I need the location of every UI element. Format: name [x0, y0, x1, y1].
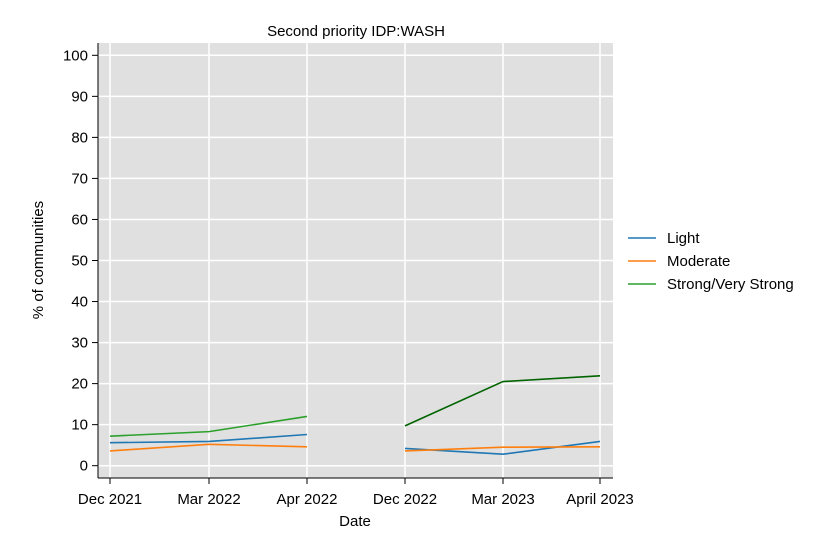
y-tick-label: 30	[71, 335, 88, 352]
series-line-light	[109, 433, 308, 444]
legend-label: Light	[667, 230, 700, 247]
x-tick-label: Dec 2022	[373, 491, 437, 508]
series-line-moderate	[404, 446, 601, 452]
x-tick-label: Apr 2022	[277, 491, 338, 508]
y-tick-label: 60	[71, 211, 88, 228]
series-line-moderate	[109, 443, 308, 452]
y-tick-label: 80	[71, 129, 88, 146]
x-tick-label: Mar 2023	[471, 491, 534, 508]
legend-label: Strong/Very Strong	[667, 276, 794, 293]
y-tick-label: 0	[80, 458, 88, 475]
x-tick-label: Dec 2021	[78, 491, 142, 508]
x-tick-label: April 2023	[566, 491, 634, 508]
x-axis-label: Date	[339, 513, 371, 530]
x-tick-label: Mar 2022	[177, 491, 240, 508]
x-axis: Dec 2021 Mar 2022 Apr 2022 Dec 2022 Mar 2023…	[78, 477, 634, 508]
y-tick-label: 20	[71, 376, 88, 393]
y-tick-label: 50	[71, 253, 88, 270]
y-tick-label: 10	[71, 417, 88, 434]
y-tick-label: 100	[63, 47, 88, 64]
y-tick-label: 40	[71, 294, 88, 311]
legend: Light Moderate Strong/Very Strong	[628, 230, 794, 293]
series-lines	[109, 375, 601, 456]
y-tick-label: 70	[71, 170, 88, 187]
y-axis: 0 10 20 30 40 50 60 70 80 90 100	[63, 43, 99, 478]
chart-title: Second priority IDP:WASH	[267, 23, 445, 40]
y-axis-label: % of communities	[30, 201, 47, 319]
grid-lines	[98, 43, 613, 478]
y-tick-label: 90	[71, 88, 88, 105]
series-line-strong-very-strong	[404, 375, 601, 427]
series-line-strong-very-strong	[109, 415, 308, 437]
legend-label: Moderate	[667, 253, 730, 270]
